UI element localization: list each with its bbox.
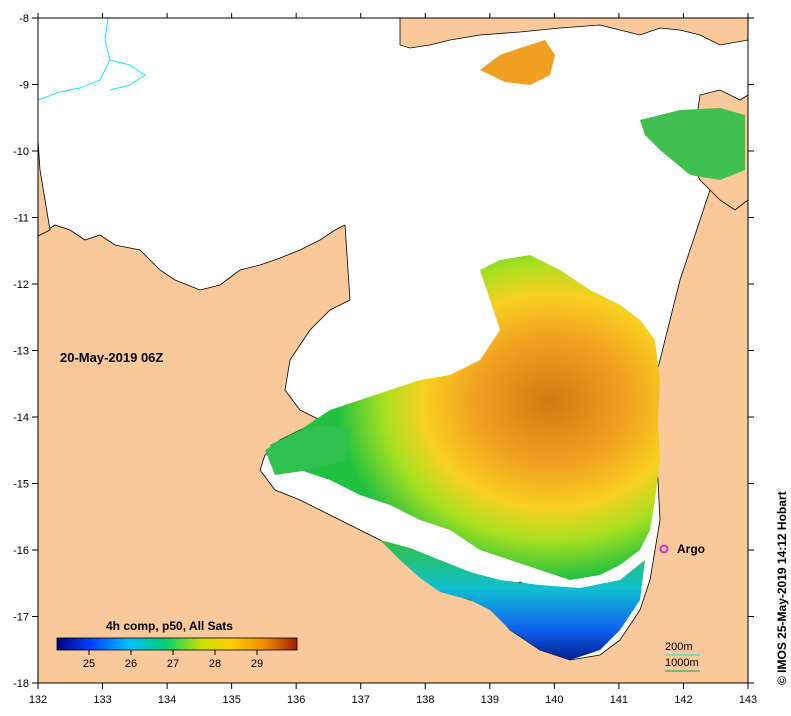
y-tick-label: -16	[13, 545, 29, 557]
copyright: © IMOS 25-May-2019 14:12 Hobart	[775, 491, 789, 685]
y-tick-label: -14	[13, 412, 29, 424]
sst-warm-core	[270, 255, 660, 580]
colorbar-title: 4h comp, p50, All Sats	[106, 619, 233, 633]
y-tick-label: -9	[19, 80, 29, 92]
land-northern-territory	[38, 94, 748, 683]
sst-south-cool	[380, 540, 645, 660]
x-tick-label: 140	[545, 694, 563, 706]
x-tick-label: 143	[739, 694, 757, 706]
date-label: 20-May-2019 06Z	[60, 350, 163, 365]
land-west-islands	[38, 105, 51, 237]
y-tick-label: -13	[13, 346, 29, 358]
y-tick-label: -10	[13, 146, 29, 158]
argo-label: Argo	[677, 542, 705, 556]
sst-east-patch	[640, 108, 745, 180]
x-tick-label: 134	[158, 694, 176, 706]
scale-1000m-label: 1000m	[665, 657, 699, 669]
y-axis: -8 -9 -10 -11 -12 -13 -14 -15 -16 -17 -18	[13, 13, 754, 690]
sst-gulf-top	[480, 40, 555, 85]
colorbar-tick-label: 29	[251, 658, 263, 670]
colorbar-ticks: 25 26 27 28 29	[83, 650, 263, 670]
x-tick-label: 138	[416, 694, 434, 706]
sst-west-patch	[265, 425, 350, 475]
land-cape-york-north	[399, 18, 748, 49]
colorbar	[56, 637, 298, 651]
colorbar-tick-label: 26	[125, 658, 137, 670]
colorbar-tick-label: 25	[83, 658, 95, 670]
y-tick-label: -11	[14, 213, 29, 225]
y-tick-label: -18	[13, 678, 29, 690]
colorbar-tick-label: 27	[167, 658, 179, 670]
x-tick-label: 136	[287, 694, 305, 706]
y-tick-label: -8	[19, 13, 29, 25]
x-tick-label: 141	[610, 694, 628, 706]
x-tick-label: 135	[222, 694, 240, 706]
colorbar-tick-label: 28	[209, 658, 221, 670]
argo-marker-icon[interactable]	[659, 544, 669, 554]
y-tick-label: -17	[13, 612, 29, 624]
x-tick-label: 139	[481, 694, 499, 706]
y-tick-label: -15	[13, 479, 29, 491]
x-tick-label: 137	[352, 694, 370, 706]
scale-200m-label: 200m	[665, 641, 693, 653]
x-tick-label: 133	[93, 694, 111, 706]
x-axis: 132 133 134 135 136 137 138 139 140 141 142 143	[29, 13, 757, 706]
y-tick-label: -12	[13, 279, 29, 291]
x-tick-label: 142	[674, 694, 692, 706]
x-tick-label: 132	[29, 694, 47, 706]
contour-200m	[38, 18, 146, 101]
